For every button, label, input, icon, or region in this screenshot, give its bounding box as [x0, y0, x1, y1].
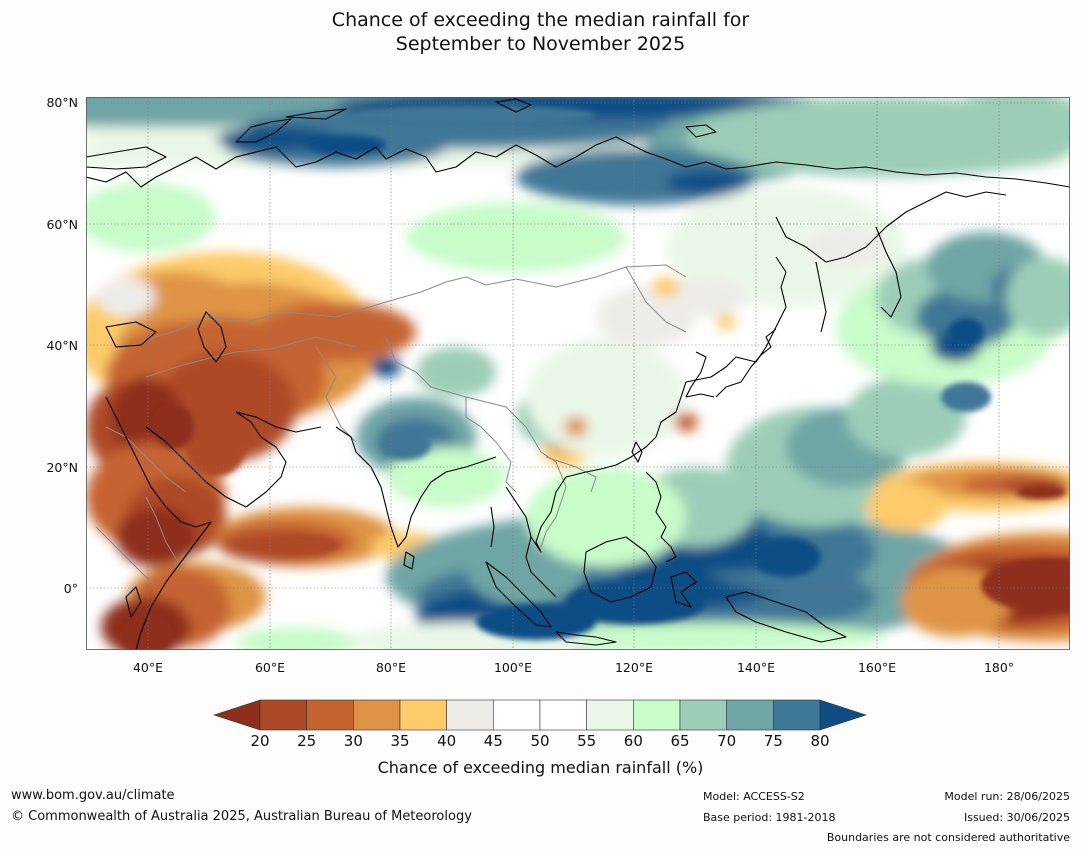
- rainfall-blob: [652, 277, 680, 297]
- lat-label-0: 0°: [63, 581, 78, 596]
- colorbar-segment-35: [399, 699, 447, 731]
- rainfall-blob: [236, 627, 356, 650]
- lat-label-60n: 60°N: [46, 217, 78, 232]
- rainfall-blob: [121, 617, 171, 650]
- lon-label-160e: 160°E: [857, 660, 896, 675]
- rainfall-blob: [806, 227, 886, 267]
- colorbar: [212, 698, 868, 736]
- coastlines: [86, 98, 1070, 650]
- colorbar-segment-55: [586, 699, 634, 731]
- rainfall-blob: [846, 377, 966, 457]
- lon-label-40e: 40°E: [132, 660, 164, 675]
- rainfall-blob: [381, 430, 431, 460]
- colorbar-tick-65: 65: [670, 732, 690, 750]
- colorbar-segment-50: [539, 699, 587, 731]
- colorbar-segment-60: [633, 699, 681, 731]
- rainfall-field-detail: [121, 105, 1070, 650]
- colorbar-segment-20: [259, 699, 307, 731]
- colorbar-segment-65: [679, 699, 727, 731]
- lon-label-60e: 60°E: [254, 660, 286, 675]
- rainfall-blob: [981, 557, 1070, 613]
- issued-text: Issued: 30/06/2025: [963, 811, 1070, 824]
- rainfall-blob: [866, 482, 946, 532]
- colorbar-tick-80: 80: [810, 732, 830, 750]
- colorbar-canvas: [213, 699, 867, 731]
- rainfall-blob: [371, 357, 401, 377]
- rainfall-blob: [566, 580, 706, 624]
- rainfall-blob: [916, 287, 1016, 347]
- colorbar-tick-20: 20: [250, 732, 270, 750]
- colorbar-tick-75: 75: [763, 732, 783, 750]
- colorbar-tick-45: 45: [483, 732, 503, 750]
- lat-label-80n: 80°N: [46, 95, 78, 110]
- rainfall-blob: [386, 447, 506, 507]
- rainfall-blob: [1016, 485, 1066, 499]
- colorbar-segment-40: [446, 699, 494, 731]
- colorbar-tick-50: 50: [530, 732, 550, 750]
- rainfall-blob: [356, 105, 596, 125]
- lat-label-20n: 20°N: [46, 460, 78, 475]
- map-title: Chance of exceeding the median rainfall …: [0, 8, 1081, 56]
- rainfall-blob: [261, 535, 341, 555]
- rainfall-blob: [948, 318, 984, 346]
- colorbar-segment-70: [726, 699, 774, 731]
- colorbar-segment-75: [773, 699, 821, 731]
- lon-label-140e: 140°E: [736, 660, 775, 675]
- rainfall-blob: [666, 187, 906, 307]
- title-line-1: Chance of exceeding the median rainfall …: [331, 9, 750, 31]
- rainfall-blob: [946, 97, 1070, 167]
- lon-label-100e: 100°E: [493, 660, 532, 675]
- lon-label-120e: 120°E: [614, 660, 653, 675]
- rainfall-blob: [716, 314, 736, 330]
- colorbar-segment-30: [353, 699, 401, 731]
- title-line-2: September to November 2025: [395, 33, 686, 55]
- rainfall-blob: [256, 302, 416, 362]
- colorbar-tick-35: 35: [390, 732, 410, 750]
- rainfall-blob: [96, 277, 156, 317]
- colorbar-tick-40: 40: [437, 732, 457, 750]
- colorbar-tick-60: 60: [623, 732, 643, 750]
- rainfall-blob: [666, 277, 746, 317]
- colorbar-under-arrow: [213, 699, 261, 731]
- colorbar-segment-25: [306, 699, 354, 731]
- colorbar-segment-45: [493, 699, 541, 731]
- colorbar-tick-55: 55: [577, 732, 597, 750]
- rainfall-blob: [674, 412, 698, 432]
- rainfall-blob: [306, 135, 386, 155]
- lon-label-80e: 80°E: [375, 660, 407, 675]
- lon-label-180: 180°: [983, 660, 1015, 675]
- model-run-text: Model run: 28/06/2025: [944, 790, 1070, 803]
- colorbar-tick-30: 30: [343, 732, 363, 750]
- copyright-text: © Commonwealth of Australia 2025, Austra…: [11, 809, 472, 824]
- rainfall-blob: [526, 467, 686, 567]
- base-period-text: Base period: 1981-2018: [703, 811, 836, 824]
- rainfall-blob: [116, 507, 196, 567]
- country-boundaries: [95, 264, 687, 588]
- model-text: Model: ACCESS-S2: [703, 790, 805, 803]
- rainfall-blob: [941, 382, 991, 412]
- colorbar-tick-25: 25: [297, 732, 317, 750]
- rainfall-blob: [154, 405, 194, 449]
- colorbar-label: Chance of exceeding median rainfall (%): [377, 758, 704, 777]
- rainfall-blob: [406, 202, 626, 272]
- rainfall-blob: [1006, 257, 1070, 337]
- rainfall-blob: [476, 604, 596, 640]
- rainfall-blob: [416, 347, 496, 397]
- map-frame: [86, 97, 1070, 650]
- boundaries-note: Boundaries are not considered authoritat…: [826, 831, 1070, 844]
- rainfall-blob: [751, 537, 821, 577]
- rainfall-probability-map: [86, 97, 1070, 650]
- lat-label-40n: 40°N: [46, 338, 78, 353]
- rainfall-blob: [526, 337, 686, 457]
- rainfall-blob: [186, 417, 246, 477]
- rainfall-blob: [666, 170, 746, 194]
- map-canvas: [86, 97, 1070, 650]
- graticule: [86, 97, 1070, 650]
- rainfall-blob: [86, 182, 216, 252]
- colorbar-over-arrow: [819, 699, 867, 731]
- colorbar-tick-70: 70: [717, 732, 737, 750]
- rainfall-blob: [564, 417, 588, 437]
- website-link[interactable]: www.bom.gov.au/climate: [11, 788, 175, 803]
